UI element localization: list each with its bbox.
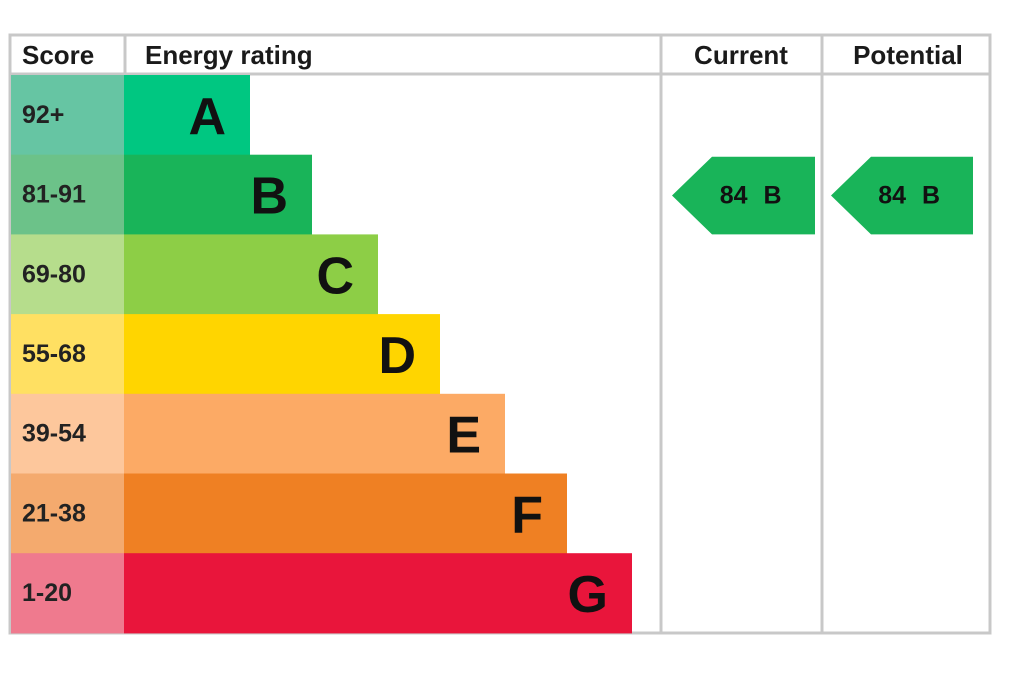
score-range: 1-20 bbox=[22, 579, 72, 607]
header-score: Score bbox=[22, 40, 94, 70]
score-range: 81-91 bbox=[22, 181, 86, 209]
potential-score: 84 bbox=[878, 182, 906, 210]
score-range: 69-80 bbox=[22, 260, 86, 288]
score-cell bbox=[11, 393, 124, 474]
score-cell bbox=[11, 553, 124, 634]
score-range: 92+ bbox=[22, 101, 64, 129]
current-band: B bbox=[764, 182, 782, 210]
header-rating: Energy rating bbox=[145, 40, 313, 70]
rating-bar bbox=[124, 75, 250, 156]
rating-bar bbox=[124, 553, 632, 634]
rating-bar bbox=[124, 314, 440, 395]
band-letter: G bbox=[568, 566, 608, 624]
band-letter: F bbox=[511, 486, 543, 544]
score-range: 55-68 bbox=[22, 340, 86, 368]
potential-arrow bbox=[831, 156, 973, 235]
score-cell bbox=[11, 234, 124, 315]
rating-bar bbox=[124, 473, 567, 554]
band-letter: B bbox=[250, 168, 288, 226]
score-cell bbox=[11, 75, 124, 156]
band-letter: A bbox=[188, 88, 226, 146]
rating-bar bbox=[124, 154, 312, 235]
score-range: 21-38 bbox=[22, 499, 86, 527]
score-range: 39-54 bbox=[22, 420, 86, 448]
rating-bar bbox=[124, 393, 505, 474]
header-potential: Potential bbox=[853, 40, 963, 70]
band-letter: E bbox=[446, 407, 481, 465]
rating-bar bbox=[124, 234, 378, 315]
score-cell bbox=[11, 473, 124, 554]
current-score: 84 bbox=[720, 182, 748, 210]
header-current: Current bbox=[694, 40, 788, 70]
score-cell bbox=[11, 314, 124, 395]
current-arrow bbox=[672, 156, 815, 235]
band-letter: D bbox=[378, 327, 416, 385]
band-letter: C bbox=[316, 247, 354, 305]
score-cell bbox=[11, 154, 124, 235]
potential-band: B bbox=[922, 182, 940, 210]
